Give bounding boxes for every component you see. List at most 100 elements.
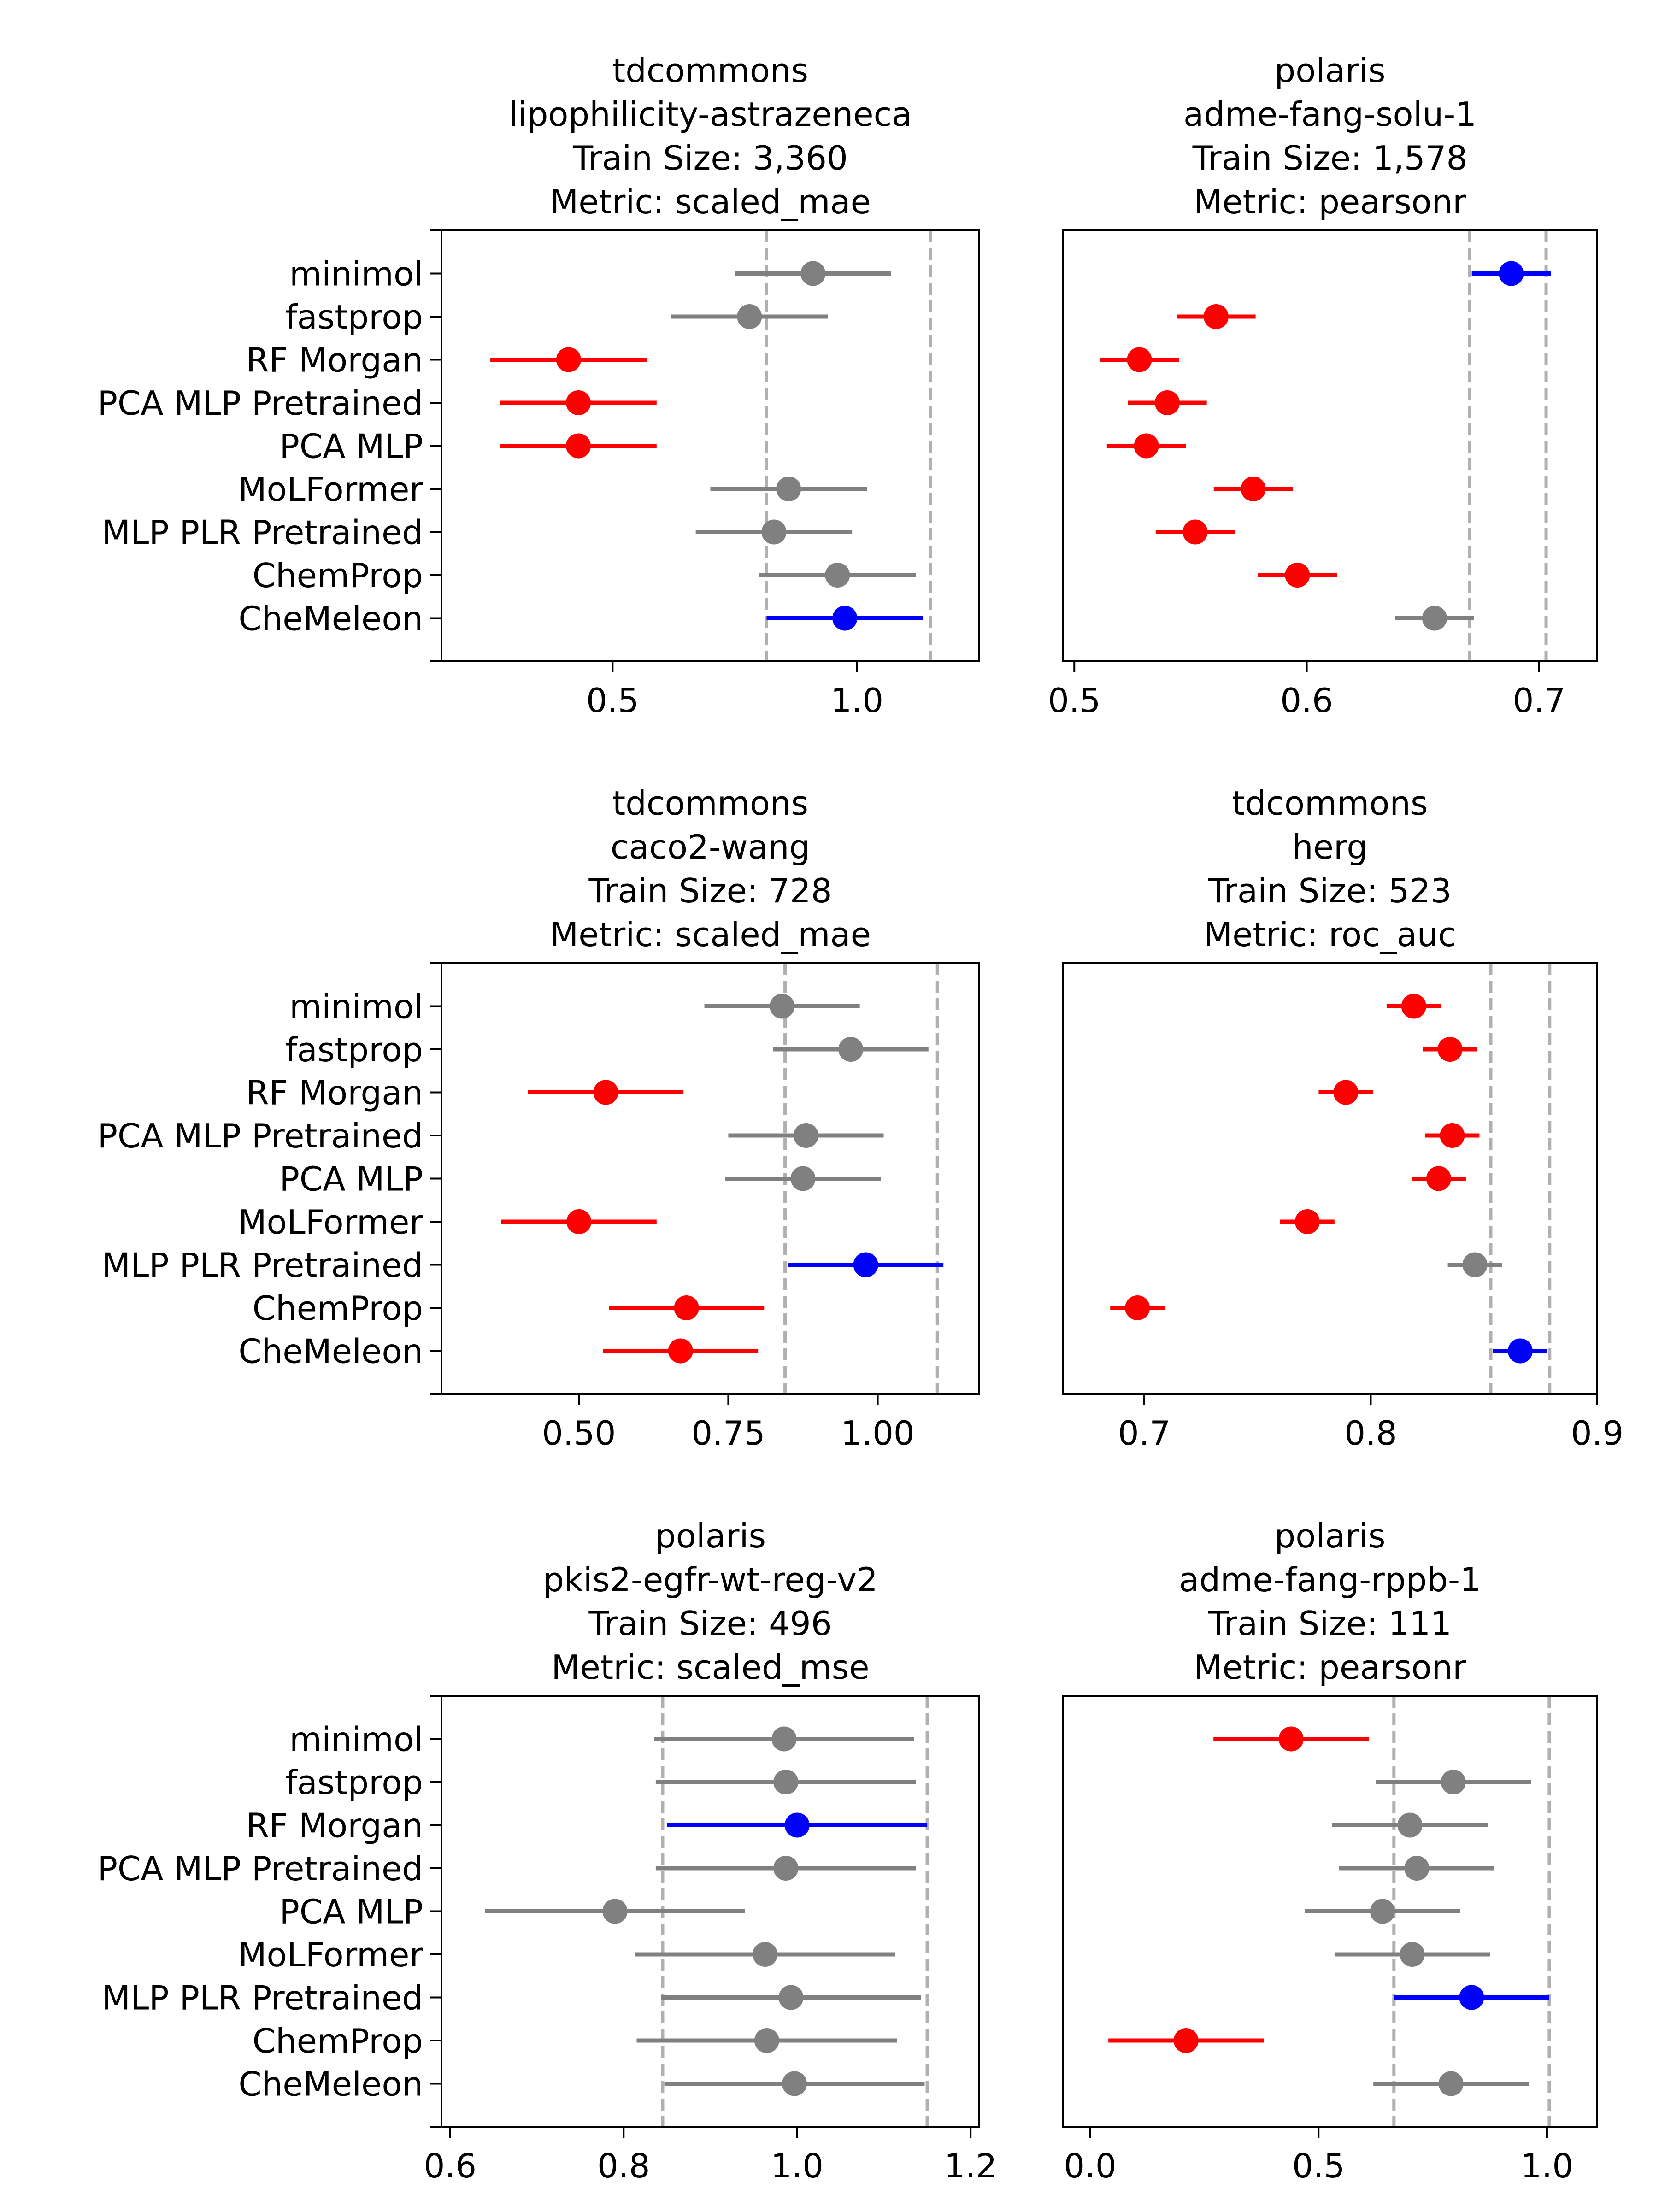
data-point: [1401, 994, 1426, 1019]
chart-title-line: lipophilicity-astrazeneca: [509, 95, 912, 134]
x-tick-label: 1.2: [944, 2147, 997, 2185]
chart-title-line: adme-fang-rppb-1: [1179, 1560, 1481, 1599]
y-tick-label: MLP PLR Pretrained: [102, 1246, 423, 1285]
x-tick-label: 0.5: [1048, 681, 1101, 720]
chart-title-line: tdcommons: [612, 784, 808, 823]
x-tick-label: 0.50: [542, 1414, 616, 1453]
axes-frame: [441, 962, 980, 1395]
data-point: [1507, 1338, 1533, 1364]
data-point: [1294, 1209, 1320, 1234]
x-tick-label: 0.8: [597, 2147, 650, 2185]
data-point: [771, 1726, 797, 1752]
chart-title-line: polaris: [1275, 1517, 1386, 1555]
data-point: [1333, 1080, 1359, 1105]
chart-panel-6: polaris adme-fang-rppb-1 Train Size: 111 Me…: [1062, 1517, 1598, 2185]
data-point: [770, 994, 795, 1019]
data-point: [1397, 1812, 1423, 1838]
data-point: [1404, 1856, 1430, 1881]
x-tick-label: 0.7: [1513, 681, 1566, 720]
x-tick-label: 1.0: [1521, 2147, 1574, 2185]
y-tick-label: MoLFormer: [238, 1936, 423, 1974]
data-point: [1422, 606, 1447, 631]
y-tick-label: CheMeleon: [238, 1332, 423, 1371]
data-point: [832, 606, 858, 631]
x-tick-label: 0.6: [424, 2147, 477, 2185]
x-tick-label: 0.9: [1571, 1414, 1624, 1453]
data-point: [761, 519, 787, 545]
data-point: [668, 1338, 693, 1364]
axes-frame: [1062, 1695, 1598, 2128]
data-point: [1182, 519, 1208, 545]
data-point: [1370, 1899, 1395, 1924]
data-point: [593, 1080, 618, 1105]
y-tick-label: RF Morgan: [246, 1806, 423, 1845]
data-point: [773, 1856, 799, 1881]
chart-title-line: Metric: scaled_mse: [551, 1648, 869, 1687]
chart-title-line: Train Size: 496: [588, 1604, 832, 1643]
y-tick-label: ChemProp: [253, 1289, 423, 1328]
y-tick-label: RF Morgan: [246, 1074, 423, 1112]
y-tick-label: CheMeleon: [238, 2065, 423, 2104]
data-point: [1400, 1942, 1425, 1967]
y-tick-label: PCA MLP: [280, 1893, 423, 1931]
x-tick-label: 0.75: [691, 1414, 765, 1453]
y-tick-label: PCA MLP: [280, 1160, 423, 1199]
chart-title-line: herg: [1292, 828, 1368, 866]
data-point: [790, 1166, 816, 1191]
data-point: [782, 2071, 807, 2096]
chart-title-line: Train Size: 523: [1208, 871, 1452, 910]
y-tick-label: minimol: [289, 988, 423, 1026]
chart-panel-3: tdcommons caco2-wang Train Size: 728 Metric…: [98, 784, 980, 1453]
chart-title-line: polaris: [655, 1517, 766, 1555]
data-point: [566, 390, 591, 415]
data-point: [1437, 1037, 1463, 1062]
chart-title-line: Metric: pearsonr: [1194, 182, 1466, 221]
x-tick-label: 1.0: [771, 2147, 824, 2185]
data-point: [784, 1812, 810, 1838]
data-point: [793, 1123, 818, 1148]
chart-title-line: polaris: [1275, 51, 1386, 90]
data-point: [838, 1037, 864, 1062]
chart-title-line: adme-fang-solu-1: [1183, 95, 1477, 134]
y-tick-label: RF Morgan: [246, 341, 423, 380]
x-tick-label: 0.6: [1280, 681, 1333, 720]
chart-title-line: Metric: roc_auc: [1204, 915, 1456, 954]
data-point: [776, 477, 801, 501]
chart-title-line: caco2-wang: [611, 828, 810, 866]
data-point: [566, 433, 591, 459]
chart-panel-4: tdcommons herg Train Size: 523 Metric: roc_…: [1062, 784, 1624, 1453]
data-point: [556, 347, 581, 372]
y-tick-label: PCA MLP: [280, 427, 423, 466]
y-tick-label: fastprop: [285, 1030, 423, 1069]
chart-title-line: Train Size: 1,578: [1192, 139, 1468, 177]
data-point: [1203, 304, 1229, 329]
data-point: [674, 1295, 699, 1320]
chart-title-line: tdcommons: [612, 51, 808, 90]
y-tick-label: ChemProp: [253, 556, 423, 595]
data-point: [1426, 1166, 1451, 1191]
data-point: [566, 1209, 592, 1234]
y-tick-label: fastprop: [285, 1763, 423, 1802]
data-point: [1285, 563, 1310, 588]
y-tick-label: PCA MLP Pretrained: [98, 384, 423, 423]
axes-frame: [1062, 962, 1598, 1395]
data-point: [1134, 433, 1159, 459]
y-tick-label: PCA MLP Pretrained: [98, 1117, 423, 1155]
chart-title-line: Metric: scaled_mae: [550, 915, 871, 954]
y-tick-label: MoLFormer: [238, 1203, 423, 1241]
chart-title-line: Train Size: 728: [588, 871, 832, 910]
data-point: [602, 1899, 628, 1924]
y-tick-label: ChemProp: [253, 2022, 423, 2060]
data-point: [1173, 2028, 1199, 2053]
y-tick-label: PCA MLP Pretrained: [98, 1849, 423, 1888]
chart-title-line: Metric: pearsonr: [1194, 1648, 1466, 1687]
chart-panel-2: polaris adme-fang-solu-1 Train Size: 1,578…: [1048, 51, 1598, 720]
x-tick-label: 1.0: [831, 681, 884, 720]
chart-panel-1: tdcommons lipophilicity-astrazeneca Train …: [98, 51, 980, 720]
data-point: [825, 563, 850, 588]
y-tick-label: minimol: [289, 1720, 423, 1759]
data-point: [1154, 390, 1180, 415]
chart-title-line: tdcommons: [1232, 784, 1428, 823]
x-tick-label: 0.7: [1118, 1414, 1171, 1453]
